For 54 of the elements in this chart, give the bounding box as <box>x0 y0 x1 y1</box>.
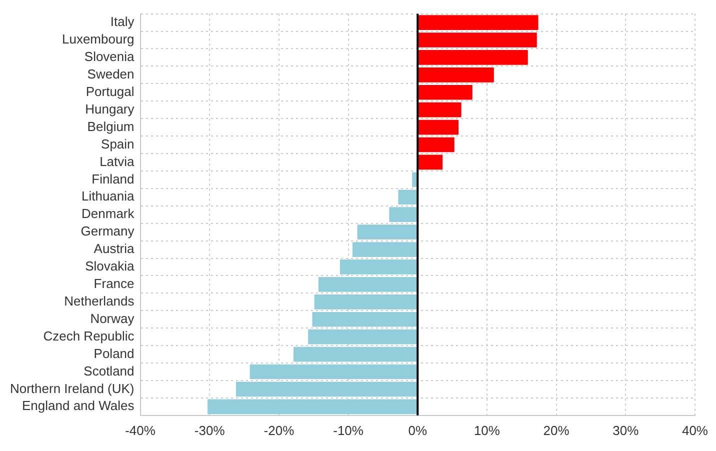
y-tick-label: Belgium <box>87 118 134 134</box>
y-tick-label: Scotland <box>84 363 134 378</box>
y-tick-label: Norway <box>90 310 135 326</box>
bar <box>308 329 418 344</box>
bar <box>250 364 418 380</box>
y-tick-label: Italy <box>110 14 135 30</box>
x-tick-label: 10% <box>474 422 500 438</box>
y-tick-label: Luxembourg <box>62 32 134 47</box>
bar <box>418 102 462 118</box>
x-tick-label: 40% <box>682 422 708 438</box>
bar <box>398 190 418 205</box>
y-tick-label: Northern Ireland (UK) <box>10 380 134 396</box>
y-tick-label: England and Wales <box>22 398 135 414</box>
bar <box>236 382 418 397</box>
bar <box>294 346 418 362</box>
x-tick-label: -30% <box>194 422 226 438</box>
y-tick-label: Finland <box>92 171 134 186</box>
bar <box>418 154 443 170</box>
y-tick-label: Latvia <box>100 154 136 169</box>
x-tick-label: 20% <box>543 422 570 438</box>
bar <box>312 312 418 327</box>
y-tick-label: Czech Republic <box>43 328 135 344</box>
bar <box>352 242 418 257</box>
bar <box>418 67 494 82</box>
bar <box>389 207 418 222</box>
y-tick-label: Slovakia <box>85 258 136 274</box>
y-tick-label: Hungary <box>85 101 135 116</box>
bar <box>318 277 418 292</box>
x-tick-label: 0% <box>408 422 428 438</box>
y-tick-label: Germany <box>80 224 135 239</box>
x-tick-label: -40% <box>125 422 156 438</box>
bar <box>357 224 418 240</box>
y-tick-label: Netherlands <box>64 293 135 308</box>
y-tick-label: Slovenia <box>84 49 136 64</box>
x-tick-label: -10% <box>333 422 364 438</box>
x-tick-label: -20% <box>264 422 295 438</box>
y-tick-label: Poland <box>94 346 134 361</box>
y-tick-label: Portugal <box>86 84 134 99</box>
y-tick-label: Austria <box>94 241 136 256</box>
x-tick-label: 30% <box>612 422 640 438</box>
bar <box>314 294 418 310</box>
bar <box>418 137 454 152</box>
bar <box>418 32 537 48</box>
bar <box>418 84 472 100</box>
y-tick-label: Spain <box>101 136 134 152</box>
bar <box>418 15 538 30</box>
bar <box>418 50 528 65</box>
y-tick-label: France <box>94 276 134 292</box>
bar <box>208 399 418 414</box>
y-tick-label: Lithuania <box>81 188 136 204</box>
y-tick-label: Sweden <box>87 66 134 82</box>
y-tick-label: Denmark <box>82 206 135 222</box>
bar <box>340 260 418 274</box>
bar <box>418 120 459 135</box>
